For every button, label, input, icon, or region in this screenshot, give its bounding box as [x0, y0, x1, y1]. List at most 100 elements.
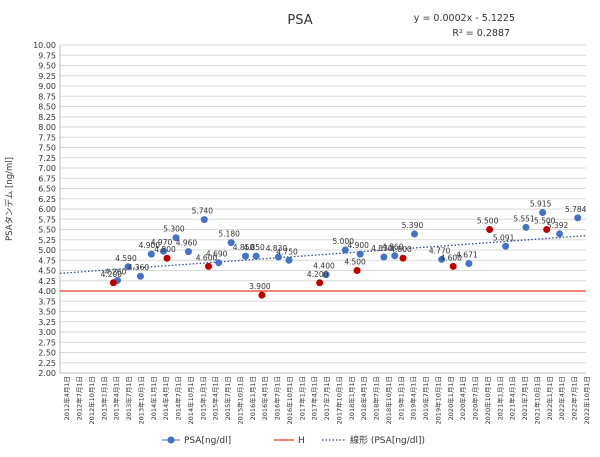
data-label: 4.900 — [139, 241, 161, 250]
y-tick-label: 6.75 — [38, 174, 56, 183]
psa-point — [322, 271, 330, 279]
y-axis-label: PSAタンデム [ng/ml] — [4, 157, 15, 241]
y-tick-label: 6.50 — [38, 185, 56, 194]
data-label: 5.390 — [402, 221, 424, 230]
x-tick-label: 2016年10月1日 — [285, 376, 294, 424]
x-tick-label: 2015年10月1日 — [235, 376, 244, 424]
psa-point — [124, 263, 132, 271]
r-squared: R² = 0.2887 — [452, 28, 510, 39]
y-tick-label: 3.00 — [38, 328, 56, 337]
x-tick-label: 2013年7月1日 — [124, 376, 133, 420]
data-label: 5.000 — [333, 237, 355, 246]
y-tick-label: 4.00 — [38, 287, 56, 296]
data-label: 5.300 — [163, 225, 185, 234]
data-label: 4.800 — [154, 245, 176, 254]
psa-point — [242, 252, 250, 260]
psa-point — [356, 250, 364, 258]
y-tick-label: 5.50 — [38, 226, 56, 235]
x-tick-label: 2012年7月1日 — [75, 376, 84, 420]
x-tick-label: 2022年1月1日 — [545, 376, 554, 420]
y-tick-label: 6.00 — [38, 205, 56, 214]
psa-point — [411, 230, 419, 238]
y-tick-label: 5.75 — [38, 215, 56, 224]
data-label: 4.590 — [115, 254, 137, 263]
y-tick-label: 4.25 — [38, 277, 56, 286]
data-label: 4.830 — [266, 244, 288, 253]
x-tick-label: 2020年7月1日 — [471, 376, 480, 420]
psa-point-red — [486, 226, 494, 233]
y-tick-label: 3.25 — [38, 318, 56, 327]
x-tick-label: 2020年10月1日 — [483, 376, 492, 424]
y-tick-label: 3.50 — [38, 308, 56, 317]
psa-point — [391, 252, 399, 260]
legend-trend-label: 線形 (PSA[ng/dl]) — [350, 434, 425, 446]
y-tick-label: 7.25 — [38, 154, 56, 163]
psa-point — [502, 242, 510, 250]
x-tick-label: 2012年10月1日 — [87, 376, 96, 424]
legend-h-label: H — [298, 436, 305, 446]
data-label: 4.850 — [243, 243, 265, 252]
psa-point-red — [449, 262, 457, 270]
x-tick-label: 2022年4月1日 — [557, 376, 566, 420]
x-tick-label: 2019年4月1日 — [409, 376, 418, 420]
x-tick-label: 2018年1月1日 — [347, 376, 356, 420]
data-label: 4.500 — [344, 258, 366, 267]
trend-equation: y = 0.0002x - 5.1225 — [414, 13, 515, 24]
psa-point — [136, 272, 144, 280]
psa-point-red — [205, 262, 213, 270]
y-tick-label: 2.25 — [38, 359, 56, 368]
data-label: 4.970 — [151, 238, 173, 247]
x-tick-label: 2013年1月1日 — [99, 376, 108, 420]
x-tick-label: 2021年7月1日 — [520, 376, 529, 420]
psa-point — [172, 234, 180, 242]
legend-psa-marker — [167, 436, 175, 444]
psa-point-red — [109, 279, 117, 287]
data-label: 4.200 — [101, 270, 123, 279]
data-label: 4.260 — [105, 267, 127, 276]
data-label: 5.500 — [477, 217, 499, 226]
x-tick-label: 2015年4月1日 — [211, 376, 220, 420]
data-label: 4.400 — [313, 262, 335, 271]
x-tick-label: 2020年4月1日 — [458, 376, 467, 420]
data-label: 5.551 — [513, 214, 535, 223]
psa-point — [215, 259, 223, 267]
x-tick-label: 2022年10月1日 — [582, 376, 591, 424]
psa-point — [556, 230, 564, 238]
y-tick-label: 2.50 — [38, 349, 56, 358]
x-tick-label: 2014年10月1日 — [186, 376, 195, 424]
y-tick-label: 7.50 — [38, 144, 56, 153]
y-tick-label: 9.25 — [38, 72, 56, 81]
psa-point — [252, 252, 260, 260]
y-tick-label: 7.75 — [38, 133, 56, 142]
x-tick-label: 2017年1月1日 — [297, 376, 306, 420]
data-label: 4.600 — [196, 253, 218, 262]
x-tick-label: 2016年7月1日 — [273, 376, 282, 420]
data-label: 4.770 — [429, 246, 451, 255]
data-label: 4.830 — [371, 244, 393, 253]
trend-line — [59, 235, 587, 275]
y-tick-label: 9.75 — [38, 51, 56, 60]
psa-point — [184, 248, 192, 256]
x-tick-label: 2018年4月1日 — [359, 376, 368, 420]
x-tick-label: 2015年1月1日 — [198, 376, 207, 420]
legend-psa-label: PSA[ng/dl] — [184, 436, 231, 446]
y-tick-label: 4.50 — [38, 267, 56, 276]
y-tick-label: 8.25 — [38, 113, 56, 122]
y-tick-label: 8.75 — [38, 92, 56, 101]
x-tick-label: 2020年1月1日 — [446, 376, 455, 420]
psa-point — [341, 246, 349, 254]
data-label: 4.600 — [440, 253, 462, 262]
psa-point — [274, 253, 282, 261]
psa-point — [200, 216, 208, 224]
data-label: 5.392 — [547, 221, 569, 230]
data-label: 4.750 — [276, 247, 298, 256]
data-label: 4.690 — [206, 250, 228, 259]
psa-point — [227, 239, 235, 247]
y-tick-label: 6.25 — [38, 195, 56, 204]
chart-title: PSA — [287, 13, 312, 28]
x-tick-label: 2022年7月1日 — [570, 376, 579, 420]
y-tick-label: 3.75 — [38, 297, 56, 306]
data-label: 5.500 — [534, 217, 556, 226]
